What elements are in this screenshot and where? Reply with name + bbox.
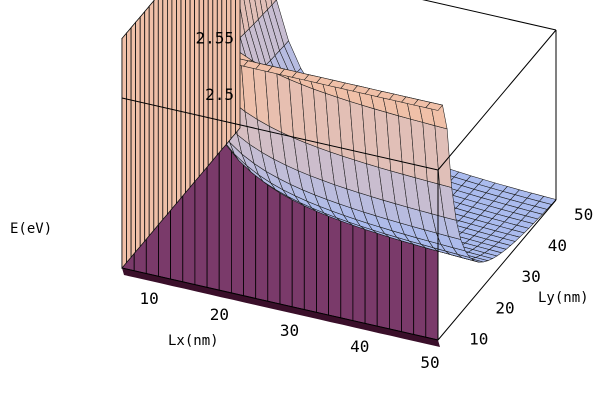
x-axis-label: Lx(nm) bbox=[168, 333, 219, 349]
ridge-facet bbox=[221, 0, 227, 151]
box-edge-front bbox=[437, 199, 557, 341]
x-tick-label: 40 bbox=[350, 337, 369, 356]
ridge-facet bbox=[180, 0, 186, 200]
ridge-facet bbox=[225, 0, 232, 146]
ridge-facet bbox=[157, 0, 164, 227]
ridge-facet bbox=[185, 0, 191, 194]
ridge-facet bbox=[189, 0, 196, 189]
ridge-facet bbox=[171, 0, 177, 210]
y-tick-label: 30 bbox=[522, 267, 541, 286]
ridge-facet bbox=[139, 10, 146, 248]
x-tick-label: 10 bbox=[139, 289, 158, 308]
x-tick-label: 20 bbox=[210, 305, 229, 324]
z-tick-label: 2.5 bbox=[205, 85, 234, 104]
box-edge-front bbox=[121, 267, 439, 341]
ridge-facet bbox=[144, 5, 150, 243]
box-edge-back bbox=[422, 0, 557, 31]
ridge-facet bbox=[153, 0, 159, 232]
y-tick-label: 20 bbox=[495, 298, 514, 317]
ridge-facet bbox=[198, 0, 205, 178]
ridge-facet bbox=[235, 0, 241, 135]
ridge-facet bbox=[194, 0, 200, 183]
box-edge-front bbox=[437, 29, 557, 171]
energy-surface bbox=[121, 0, 557, 347]
ridge-facet bbox=[212, 0, 218, 162]
ridge-facet bbox=[207, 0, 214, 167]
ridge-facet bbox=[230, 0, 236, 140]
ridge-facet bbox=[162, 0, 168, 221]
y-tick-label: 10 bbox=[469, 329, 488, 348]
ridge-facet bbox=[203, 0, 209, 173]
ridge-facet bbox=[148, 0, 155, 237]
axis-labels: E(eV) Lx(nm) Ly(nm) bbox=[10, 221, 589, 349]
front-wall-shadow bbox=[122, 268, 440, 347]
z-tick-label: 2.55 bbox=[195, 28, 234, 47]
y-tick-label: 50 bbox=[574, 205, 593, 224]
ridge-facet bbox=[121, 31, 127, 270]
ridge-facet bbox=[135, 15, 141, 253]
y-axis-label: Ly(nm) bbox=[538, 290, 589, 306]
ridge-facet bbox=[176, 0, 182, 205]
ridge-facet bbox=[216, 0, 223, 157]
ridge-facet bbox=[130, 21, 137, 259]
bounding-box-front bbox=[121, 29, 557, 341]
surface-facet bbox=[425, 101, 443, 111]
ridge-facet bbox=[126, 26, 132, 264]
z-axis-label: E(eV) bbox=[10, 221, 52, 237]
x-tick-label: 30 bbox=[280, 321, 299, 340]
y-tick-label: 40 bbox=[548, 236, 567, 255]
ridge-facet bbox=[166, 0, 173, 216]
x-tick-label: 50 bbox=[420, 353, 439, 372]
box-edge-front bbox=[121, 97, 439, 171]
